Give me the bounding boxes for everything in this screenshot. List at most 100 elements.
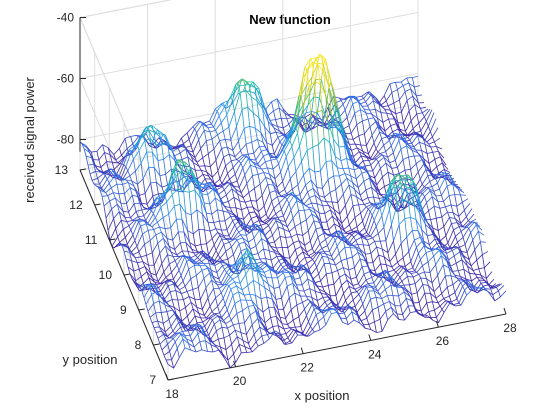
mesh-segment	[372, 262, 376, 271]
mesh-segment	[201, 267, 208, 271]
mesh-segment	[258, 220, 262, 226]
mesh-segment	[303, 265, 310, 272]
mesh-segment	[198, 139, 202, 149]
mesh-segment	[174, 152, 181, 157]
mesh-segment	[389, 109, 397, 115]
mesh-segment	[213, 126, 216, 131]
mesh-segment	[421, 150, 424, 159]
mesh-segment	[240, 143, 247, 152]
mesh-segment	[377, 126, 384, 133]
mesh-segment	[438, 151, 445, 159]
mesh-segment	[430, 293, 433, 302]
mesh-segment	[246, 334, 249, 344]
mesh-segment	[209, 273, 212, 281]
mesh-segment	[397, 89, 400, 101]
mesh-segment	[171, 159, 178, 173]
mesh-segment	[220, 284, 228, 294]
mesh-segment	[390, 134, 398, 147]
mesh-segment	[318, 137, 325, 145]
mesh-segment	[400, 145, 407, 150]
mesh-segment	[299, 266, 306, 271]
mesh-segment	[361, 266, 365, 275]
mesh-segment	[123, 175, 131, 180]
mesh-segment	[372, 96, 379, 104]
mesh-segment	[305, 184, 308, 193]
mesh-segment	[296, 112, 300, 125]
mesh-segment	[320, 273, 327, 282]
mesh-segment	[261, 238, 268, 243]
mesh-segment	[179, 159, 186, 163]
mesh-segment	[187, 330, 191, 337]
mesh-segment	[438, 249, 442, 256]
mesh-segment	[321, 248, 325, 252]
mesh-segment	[139, 286, 143, 292]
mesh-segment	[159, 133, 166, 136]
mesh-segment	[113, 163, 121, 170]
mesh-segment	[134, 137, 142, 146]
mesh-segment	[181, 132, 188, 139]
mesh-segment	[433, 285, 440, 292]
mesh-segment	[245, 218, 252, 228]
mesh-segment	[321, 56, 328, 68]
mesh-segment	[313, 96, 320, 99]
mesh-segment	[255, 311, 262, 323]
mesh-segment	[421, 241, 425, 247]
mesh-segment	[463, 279, 471, 290]
mesh-segment	[331, 201, 335, 210]
mesh-segment	[146, 271, 153, 279]
mesh-segment	[112, 161, 118, 164]
mesh-segment	[416, 292, 420, 303]
mesh-segment	[270, 179, 274, 186]
mesh-segment	[161, 349, 165, 356]
mesh-segment	[279, 316, 286, 319]
mesh-segment	[362, 303, 366, 312]
mesh-segment	[146, 252, 153, 256]
mesh-segment	[218, 106, 226, 117]
mesh-segment	[178, 173, 182, 185]
mesh-segment	[437, 275, 441, 286]
mesh-segment	[348, 241, 351, 248]
mesh-segment	[138, 269, 142, 277]
mesh-segment	[429, 248, 432, 251]
mesh-segment	[366, 157, 373, 160]
mesh-segment	[316, 203, 320, 214]
mesh-segment	[131, 260, 135, 272]
mesh-segment	[424, 108, 431, 118]
mesh-segment	[205, 183, 212, 188]
mesh-segment	[317, 64, 321, 84]
mesh-segment	[379, 241, 383, 250]
mesh-segment	[93, 183, 97, 187]
mesh-segment	[181, 315, 188, 322]
mesh-segment	[429, 190, 433, 197]
mesh-segment	[296, 200, 300, 211]
mesh-segment	[176, 255, 184, 266]
mesh-segment	[366, 237, 373, 241]
mesh-segment	[264, 146, 268, 150]
mesh-segment	[174, 203, 181, 207]
mesh-segment	[319, 53, 323, 57]
mesh-segment	[274, 190, 278, 197]
mesh-segment	[225, 246, 232, 252]
mesh-segment	[318, 288, 325, 293]
mesh-segment	[238, 128, 245, 142]
mesh-segment	[130, 246, 138, 253]
mesh-segment	[106, 161, 113, 163]
mesh-segment	[323, 71, 327, 96]
mesh-segment	[415, 203, 418, 206]
mesh-segment	[163, 159, 166, 175]
mesh-segment	[219, 312, 222, 318]
mesh-segment	[387, 105, 391, 111]
mesh-segment	[423, 181, 431, 188]
mesh-segment	[161, 144, 164, 160]
mesh-segment	[348, 125, 352, 134]
mesh-segment	[207, 126, 214, 129]
mesh-segment	[307, 278, 314, 283]
mesh-segment	[421, 229, 428, 237]
mesh-segment	[436, 242, 443, 245]
mesh-segment	[247, 285, 251, 295]
mesh-segment	[198, 186, 205, 204]
mesh-segment	[186, 289, 193, 292]
mesh-segment	[273, 286, 280, 289]
mesh-segment	[274, 252, 278, 257]
box-edge	[79, 17, 169, 228]
